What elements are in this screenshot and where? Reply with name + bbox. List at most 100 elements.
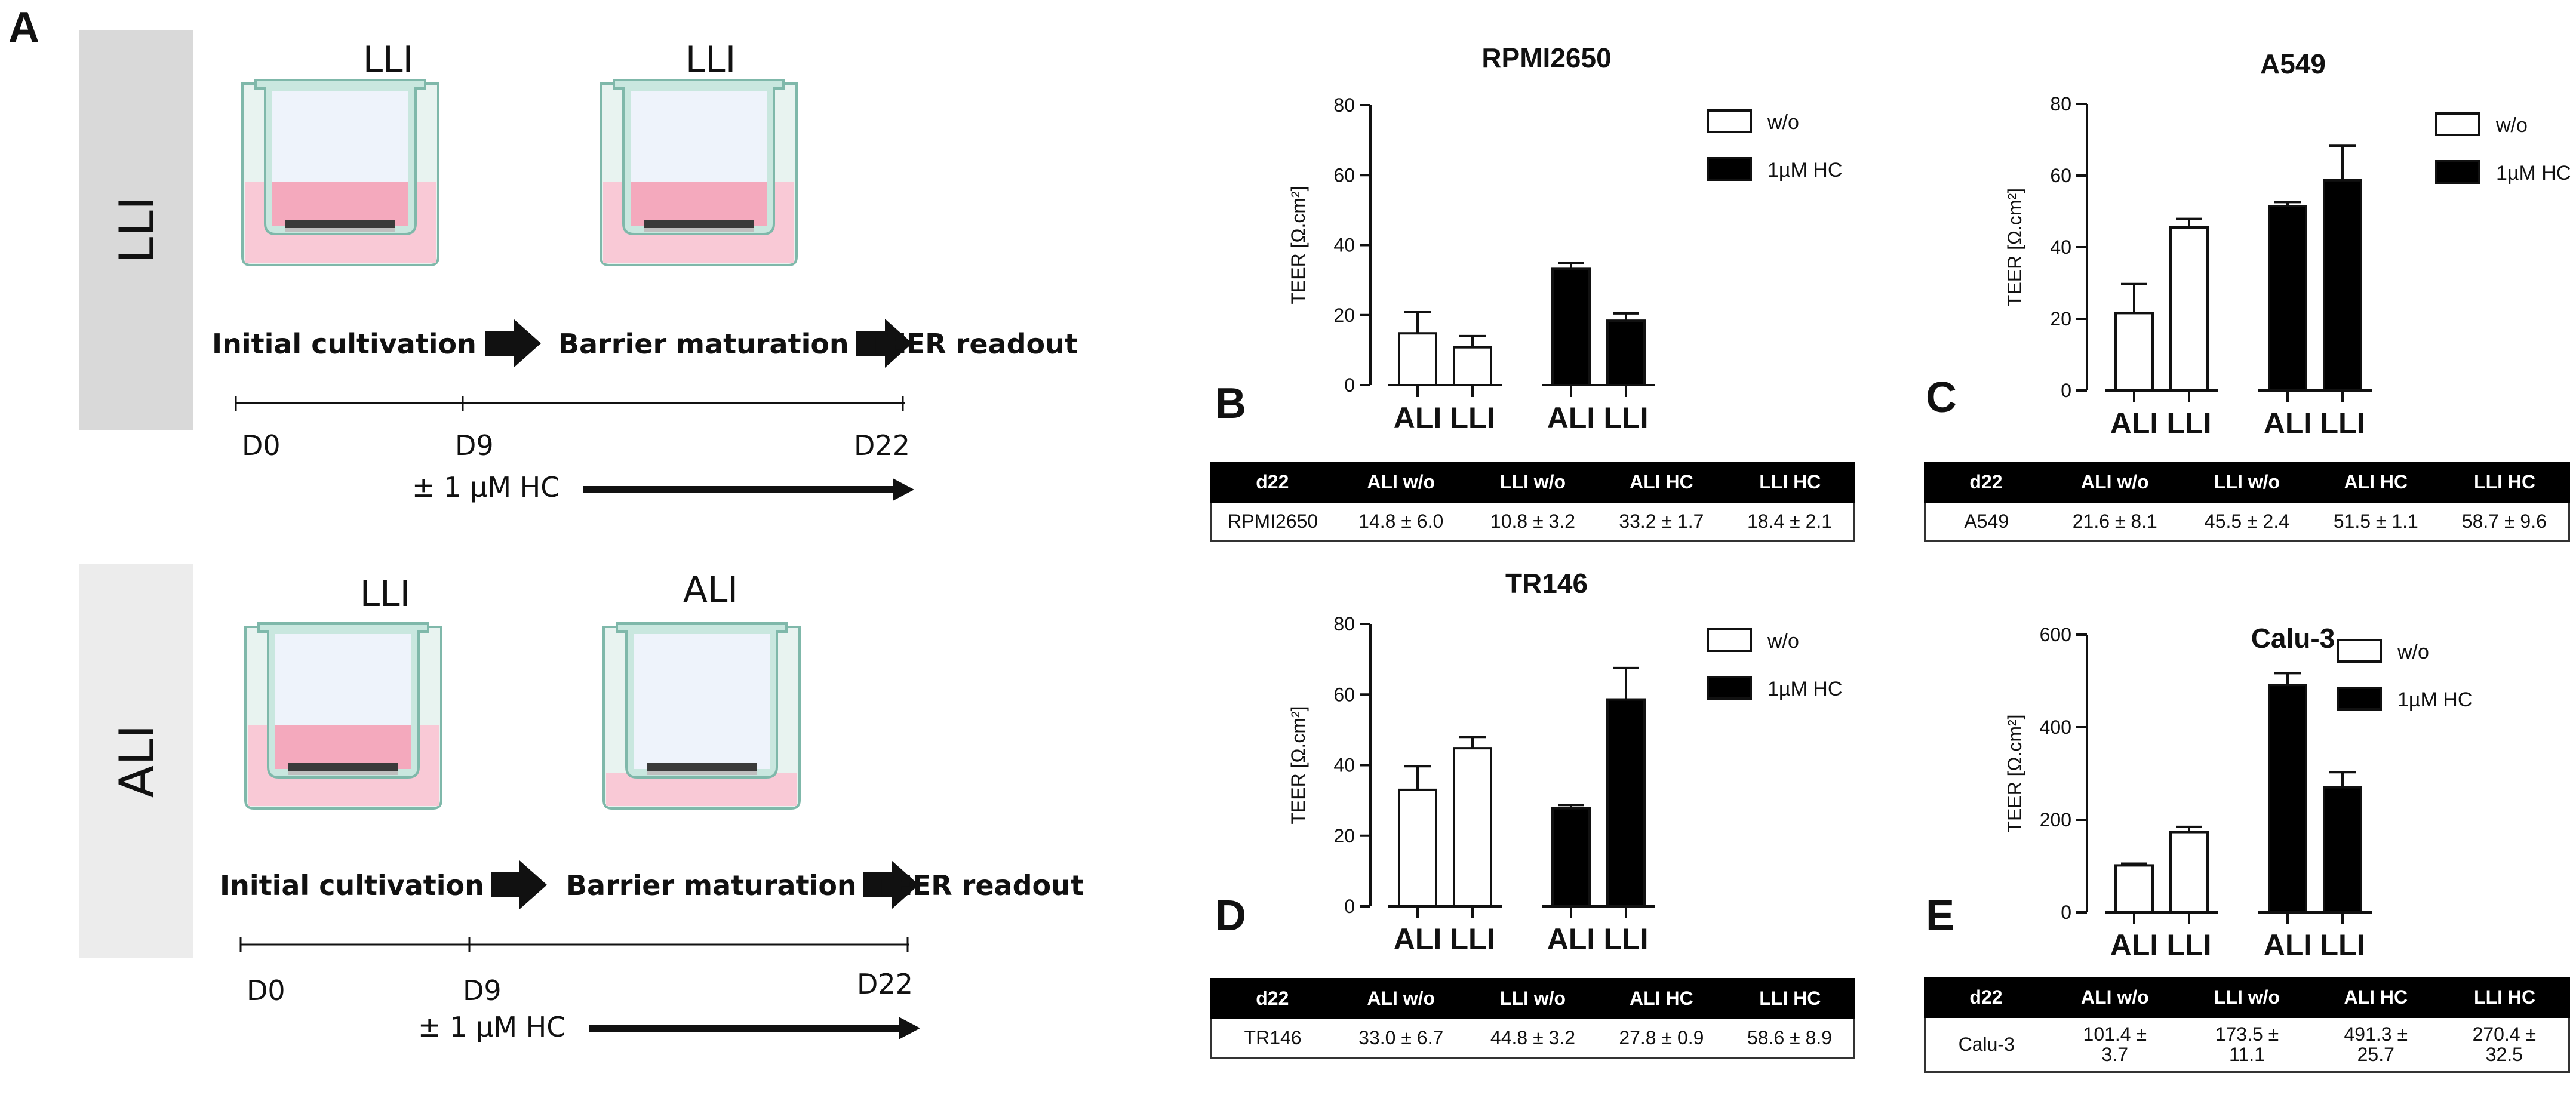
table-cell: A549 — [1924, 501, 2048, 542]
treatment-arrow-icon — [589, 1017, 920, 1039]
bar — [2323, 179, 2362, 392]
x-category-label: LLI — [1604, 922, 1649, 956]
table-cell-line: 101.4 ± — [2083, 1023, 2147, 1045]
y-tick-label: 80 — [2050, 93, 2071, 115]
timeline-axis — [239, 937, 909, 952]
legend-label: w/o — [2495, 114, 2528, 137]
table-row: TR146 33.0 ± 6.7 44.8 ± 3.2 27.8 ± 0.9 58.6 … — [1210, 1017, 1856, 1059]
x-category-label: ALI — [1547, 401, 1596, 435]
legend-swatch — [2435, 112, 2480, 136]
y-tick-label: 0 — [1344, 896, 1355, 917]
table-header-row: d22 ALI w/o LLI w/o ALI HC LLI HC — [1210, 978, 1856, 1019]
table-row: Calu-3 101.4 ±3.7 173.5 ±11.1 491.3 ±25.7 27… — [1924, 1016, 2570, 1073]
table-cell: 18.4 ± 2.1 — [1726, 501, 1856, 542]
bar — [1453, 346, 1492, 386]
table-header-cell: ALI w/o — [1332, 462, 1470, 503]
step-initial-cultivation: Initial cultivation — [220, 869, 484, 902]
legend-swatch — [1707, 676, 1752, 700]
table-header-cell: d22 — [1210, 978, 1335, 1019]
y-tick-label: 40 — [2050, 236, 2071, 258]
table-cell: RPMI2650 — [1210, 501, 1334, 542]
table-header-cell: ALI w/o — [2046, 977, 2184, 1018]
panel-letter: C — [1926, 374, 1957, 422]
condition-band-ali — [79, 564, 193, 958]
arrow-right-icon — [485, 319, 541, 368]
table-cell: Calu-3 — [1924, 1016, 2048, 1073]
x-category-label: ALI — [2110, 928, 2159, 962]
table-cell-line: 11.1 — [2229, 1043, 2265, 1065]
x-category-label: LLI — [2320, 407, 2365, 440]
table-cell-line: Calu-3 — [1958, 1033, 2015, 1055]
stage1-label: LLI — [362, 39, 414, 81]
bar — [1606, 698, 1646, 908]
step-initial-cultivation: Initial cultivation — [212, 328, 477, 360]
y-tick-label: 60 — [1333, 164, 1355, 186]
table-header-cell: ALI HC — [2310, 977, 2442, 1018]
treatment-label: ± 1 µM HC — [418, 1011, 566, 1043]
legend-label: 1µM HC — [2397, 688, 2472, 711]
x-category-label: ALI — [1547, 922, 1596, 956]
x-category-label: ALI — [2110, 407, 2159, 440]
table-header-cell: ALI HC — [1596, 978, 1727, 1019]
bar — [2169, 831, 2209, 914]
x-category-label: LLI — [2167, 928, 2212, 962]
legend-label: 1µM HC — [2496, 162, 2571, 184]
bar — [2268, 684, 2307, 914]
condition-label-lli: LLI — [109, 196, 165, 264]
table-header-cell: ALI HC — [1596, 462, 1727, 503]
y-tick-label: 200 — [2040, 809, 2071, 831]
table-cell: 173.5 ±11.1 — [2182, 1016, 2311, 1073]
data-table: d22 ALI w/o LLI w/o ALI HC LLI HC Calu-3 101.4… — [1924, 977, 2570, 1073]
panel-letter: E — [1926, 892, 1955, 940]
y-tick-label: 40 — [1333, 755, 1355, 776]
chart-title: A549 — [2260, 48, 2326, 79]
table-header-cell: LLI w/o — [1467, 978, 1599, 1019]
bar — [1606, 319, 1646, 387]
treatment-arrow-icon — [583, 478, 914, 501]
table-header-cell: LLI HC — [2439, 977, 2570, 1018]
y-tick-label: 40 — [1333, 235, 1355, 256]
table-header-cell: LLI HC — [2439, 462, 2570, 503]
table-header-cell: LLI HC — [1724, 462, 1856, 503]
table-cell-line: 173.5 ± — [2215, 1023, 2279, 1045]
step-teer-readout: TEER readout — [875, 869, 1084, 902]
day-d0: D0 — [242, 429, 281, 462]
table-cell: 14.8 ± 6.0 — [1333, 501, 1469, 542]
panel-letter: D — [1215, 892, 1246, 940]
legend-label: 1µM HC — [1767, 159, 1842, 182]
panel-letter: B — [1215, 380, 1246, 427]
y-tick-label: 20 — [1333, 825, 1355, 847]
table-cell-line: 25.7 — [2357, 1043, 2394, 1065]
table-header-cell: LLI w/o — [2181, 977, 2313, 1018]
x-category-label: LLI — [1604, 401, 1649, 435]
table-cell: 44.8 ± 3.2 — [1468, 1017, 1597, 1059]
condition-band-lli — [79, 30, 193, 430]
day-d0: D0 — [247, 974, 285, 1007]
table-cell: 270.4 ±32.5 — [2440, 1016, 2570, 1073]
table-header-cell: LLI w/o — [1467, 462, 1599, 503]
table-header-row: d22 ALI w/o LLI w/o ALI HC LLI HC — [1924, 977, 2570, 1018]
table-cell-line: 270.4 ± — [2472, 1023, 2537, 1045]
bar — [2114, 864, 2154, 914]
arrow-right-icon — [856, 319, 912, 368]
bar — [2268, 205, 2307, 392]
table-cell: 51.5 ± 1.1 — [2311, 501, 2440, 542]
step-teer-readout: TEER readout — [869, 328, 1078, 360]
table-header-cell: d22 — [1924, 977, 2048, 1018]
y-tick-label: 600 — [2040, 624, 2071, 645]
legend-label: w/o — [1767, 111, 1799, 134]
y-tick-label: 60 — [1333, 684, 1355, 705]
chart-title: RPMI2650 — [1481, 42, 1612, 73]
y-tick-label: 0 — [2061, 902, 2071, 923]
panel-letter-a: A — [8, 4, 39, 51]
arrow-right-icon — [863, 860, 919, 909]
y-axis-label: TEER [Ω.cm²] — [2004, 188, 2025, 306]
x-category-label: LLI — [1450, 922, 1495, 956]
x-category-label: ALI — [2264, 928, 2312, 962]
x-category-label: ALI — [2264, 407, 2312, 440]
table-cell: TR146 — [1210, 1017, 1334, 1059]
table-header-row: d22 ALI w/o LLI w/o ALI HC LLI HC — [1210, 462, 1856, 503]
step-barrier-maturation: Barrier maturation — [558, 328, 849, 360]
table-cell: 58.6 ± 8.9 — [1726, 1017, 1856, 1059]
treatment-label: ± 1 µM HC — [412, 471, 560, 503]
